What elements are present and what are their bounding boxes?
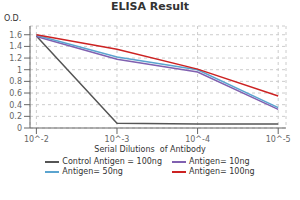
svg-text:10^-5: 10^-5 <box>266 135 291 144</box>
html-text:ELISA Result: ELISA Result <box>110 0 190 13</box>
svg-text:0.6: 0.6 <box>9 89 22 98</box>
html-text:Antigen= 50ng: Antigen= 50ng <box>62 167 123 176</box>
html-text:Serial Dilutions of Antibody: Serial Dilutions of Antibody <box>94 145 206 154</box>
svg-text:0.4: 0.4 <box>9 101 22 110</box>
html-text:Antigen= 100ng: Antigen= 100ng <box>189 167 255 176</box>
svg-text:1: 1 <box>17 66 22 75</box>
html-text:Control Antigen = 100ng: Control Antigen = 100ng <box>62 157 162 166</box>
svg-text:1.6: 1.6 <box>9 31 22 40</box>
svg-text:10^-3: 10^-3 <box>105 135 130 144</box>
svg-text:1.2: 1.2 <box>9 54 22 63</box>
svg-text:0.2: 0.2 <box>9 112 22 121</box>
svg-text:10^-4: 10^-4 <box>185 135 210 144</box>
svg-text:10^-2: 10^-2 <box>24 135 49 144</box>
svg-text:0.8: 0.8 <box>9 77 22 86</box>
svg-text:1.4: 1.4 <box>9 42 22 51</box>
svg-text:0: 0 <box>17 124 22 133</box>
html-text:Antigen= 10ng: Antigen= 10ng <box>189 157 250 166</box>
html-text:O.D.: O.D. <box>4 14 22 23</box>
